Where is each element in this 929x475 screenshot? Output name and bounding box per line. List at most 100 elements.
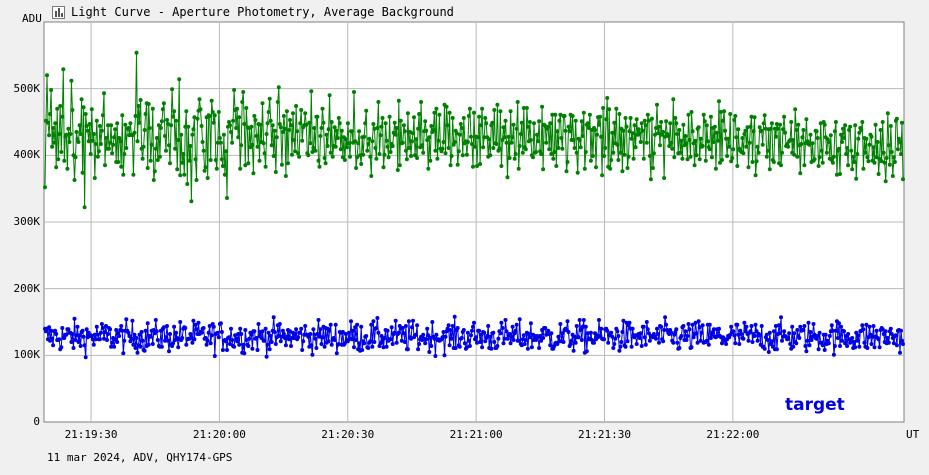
data-point — [608, 166, 613, 171]
data-point — [296, 151, 301, 156]
data-point — [645, 327, 650, 332]
data-point — [371, 122, 376, 126]
data-point — [527, 335, 532, 340]
data-point — [854, 176, 859, 181]
data-point — [546, 124, 551, 129]
data-point — [117, 334, 122, 338]
data-point — [137, 120, 142, 125]
data-point — [405, 111, 410, 116]
data-point — [131, 342, 136, 347]
data-point — [171, 341, 176, 346]
data-point — [690, 129, 695, 134]
data-point — [513, 328, 518, 333]
data-point — [612, 342, 617, 346]
chart-icon[interactable] — [52, 5, 65, 19]
data-point — [176, 345, 181, 350]
data-point — [207, 324, 212, 328]
data-point — [536, 139, 540, 144]
data-point — [651, 151, 656, 156]
data-point — [427, 135, 432, 140]
data-point — [192, 337, 197, 342]
data-point — [132, 332, 137, 337]
data-point — [515, 100, 520, 104]
data-point — [461, 116, 466, 120]
data-point — [865, 155, 870, 160]
data-point — [161, 325, 166, 330]
data-point — [677, 346, 682, 350]
data-point — [582, 166, 587, 171]
data-point — [740, 136, 745, 140]
data-point — [126, 126, 131, 130]
data-point — [778, 331, 782, 336]
data-point — [441, 330, 446, 334]
data-point — [861, 166, 866, 171]
data-point — [447, 110, 452, 115]
data-point — [861, 327, 866, 332]
data-point — [776, 126, 780, 131]
data-point — [800, 135, 805, 140]
data-point — [332, 125, 337, 130]
data-point — [427, 350, 432, 354]
data-point — [189, 335, 194, 340]
data-point — [693, 138, 698, 143]
data-point — [122, 338, 127, 343]
data-point — [571, 138, 576, 142]
data-point — [757, 333, 762, 338]
data-point — [401, 331, 406, 336]
data-point — [166, 338, 170, 343]
data-point — [215, 140, 220, 145]
data-point — [574, 150, 579, 155]
data-point — [888, 124, 893, 128]
data-point — [110, 340, 115, 345]
data-point — [728, 112, 733, 116]
data-point — [397, 163, 402, 168]
data-point — [708, 114, 713, 119]
data-point — [628, 116, 633, 120]
data-point — [370, 344, 375, 349]
data-point — [410, 325, 414, 330]
data-point — [354, 338, 359, 342]
data-point — [667, 144, 672, 148]
data-point — [474, 335, 478, 340]
data-point — [310, 150, 315, 154]
data-point — [837, 146, 841, 151]
data-point — [449, 336, 454, 341]
y-tick-label: 500K — [13, 81, 41, 95]
data-point — [408, 130, 412, 134]
data-point — [145, 321, 150, 326]
data-point — [487, 137, 492, 142]
data-point — [609, 330, 614, 335]
data-point — [808, 330, 813, 334]
data-point — [423, 119, 428, 124]
data-point — [832, 344, 837, 348]
data-point — [823, 332, 828, 337]
data-point — [50, 336, 55, 341]
data-point — [283, 174, 288, 178]
data-point — [850, 167, 855, 172]
data-point — [280, 130, 285, 134]
data-point — [761, 121, 766, 126]
data-point — [189, 199, 194, 204]
data-point — [820, 160, 825, 165]
data-point — [151, 178, 156, 182]
data-point — [804, 117, 809, 122]
data-point — [491, 330, 496, 335]
data-point — [476, 135, 481, 140]
data-point — [119, 324, 124, 328]
data-point — [238, 326, 243, 331]
data-point — [307, 120, 312, 125]
data-point — [842, 329, 846, 334]
data-point — [259, 336, 264, 340]
data-point — [593, 128, 597, 132]
data-point — [696, 125, 701, 130]
data-point — [528, 138, 533, 142]
data-point — [793, 107, 798, 112]
data-point — [655, 326, 659, 331]
data-point — [237, 115, 242, 120]
data-point — [462, 341, 467, 346]
data-point — [768, 126, 773, 131]
data-point — [753, 173, 758, 178]
data-point — [514, 126, 519, 131]
data-point — [805, 338, 810, 343]
